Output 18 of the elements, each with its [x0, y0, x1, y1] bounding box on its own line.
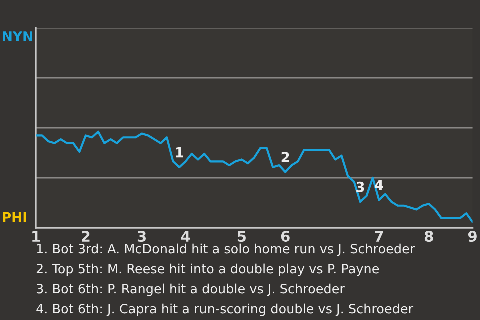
text: 1. Bot 3rd: A. McDonald hit a solo home run vs J. Schroeder — [37, 244, 416, 256]
annotation: 2 — [282, 152, 290, 162]
x-tick-label: 9 — [468, 231, 477, 242]
x-tick-label: 6 — [281, 231, 290, 242]
text: 2. Top 5th: M. Reese hit into a double play vs P. Payne — [36, 264, 380, 276]
text: NYN — [3, 32, 32, 42]
text: PHI — [3, 212, 26, 222]
text: 4. Bot 6th: J. Capra hit a run-scoring double vs J. Schroeder — [36, 304, 414, 316]
x-tick-label: 7 — [375, 231, 384, 242]
x-tick-label: 5 — [238, 231, 246, 242]
x-tick-label: 3 — [138, 231, 146, 242]
x-tick-label: 4 — [181, 231, 190, 242]
x-tick-label: 8 — [424, 231, 434, 242]
x-tick-label: 2 — [82, 231, 90, 242]
x-tick-label: 1 — [32, 231, 40, 242]
annotation: 3 — [356, 182, 364, 192]
annotation: 1 — [176, 147, 184, 158]
text: 3. Bot 6th: P. Rangel hit a double vs J. Schroeder — [36, 284, 345, 296]
